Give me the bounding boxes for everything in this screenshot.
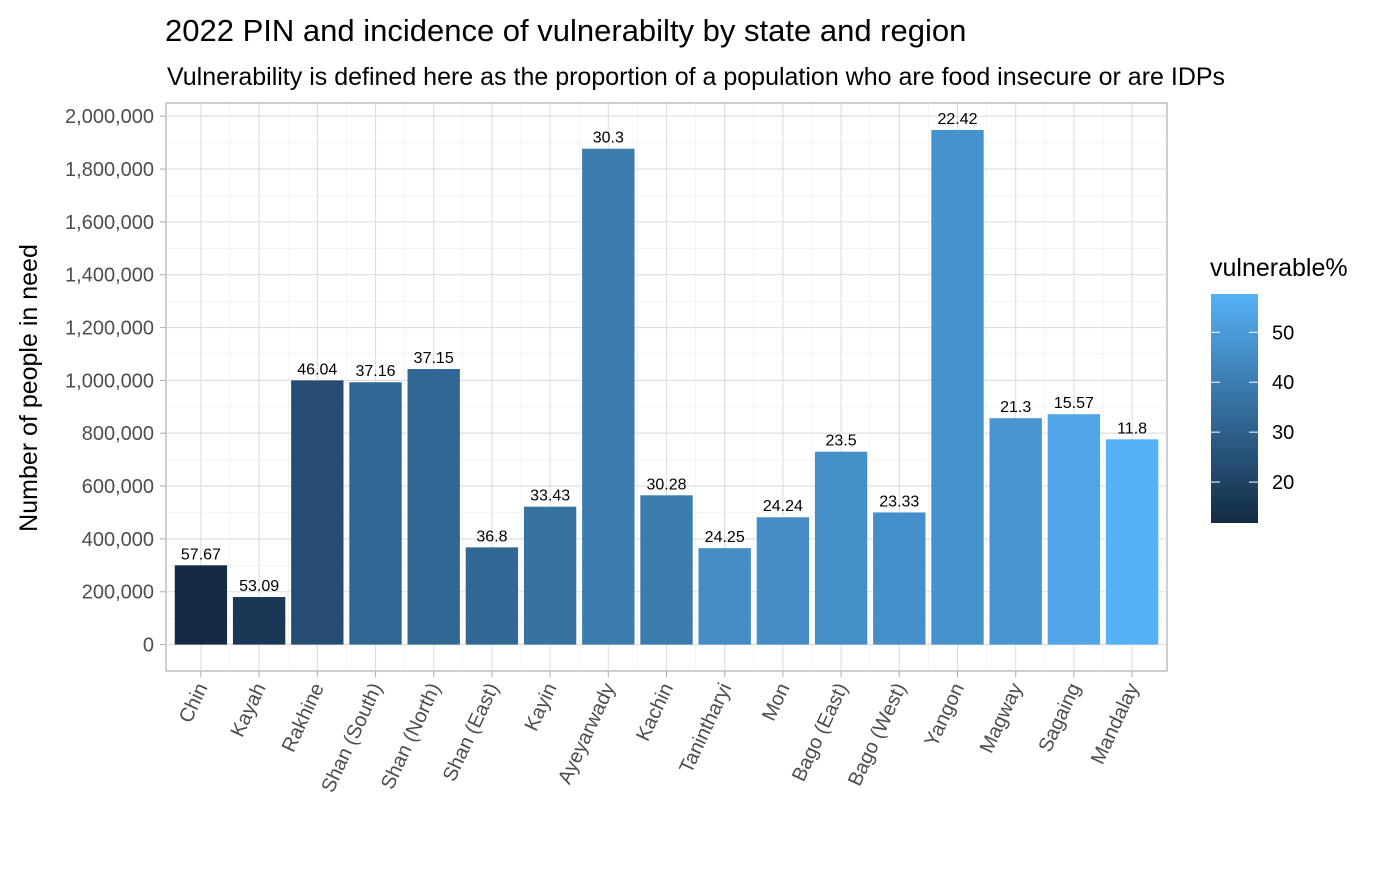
bar-value-label: 30.28 <box>646 476 686 493</box>
x-tick-label: Yangon <box>921 680 969 750</box>
y-tick-label: 1,600,000 <box>65 212 154 234</box>
bar-yangon <box>931 129 984 645</box>
bar-shan-south <box>349 382 402 645</box>
x-tick-label: Mandalay <box>1087 680 1144 768</box>
bar-value-label: 30.3 <box>593 130 624 147</box>
legend-tick-label: 40 <box>1272 372 1294 394</box>
bar-shan-north <box>407 369 460 645</box>
bar-mandalay <box>1105 439 1159 645</box>
bar-mon <box>756 517 810 645</box>
y-axis: 0 200,000 400,000 600,000 800,000 1,000,000 1,… <box>65 106 166 657</box>
bar-ayeyarwady <box>582 148 635 645</box>
bar-value-label: 37.15 <box>414 350 454 367</box>
bar-value-label: 33.43 <box>530 488 570 505</box>
y-tick-label: 200,000 <box>82 582 154 604</box>
x-tick-label: Shan (East) <box>439 680 504 785</box>
bar-value-label: 23.33 <box>879 493 919 510</box>
bar-value-label: 46.04 <box>297 361 337 378</box>
legend-tick-label: 50 <box>1272 322 1294 344</box>
x-tick-label: Bago (East) <box>788 680 853 785</box>
bar-value-label: 53.09 <box>239 578 279 595</box>
chart-subtitle: Vulnerability is defined here as the pro… <box>167 63 1225 91</box>
x-tick-label: Rakhine <box>278 680 329 756</box>
y-tick-label: 0 <box>143 635 154 657</box>
bar-labels-layer: 57.67 53.09 46.04 37.16 37.15 36.8 33.43 30.3 30… <box>181 111 1147 595</box>
x-tick-label: Sagaing <box>1034 680 1085 756</box>
legend-colorbar <box>1211 294 1258 523</box>
x-tick-label: Ayeyarwady <box>554 680 620 788</box>
y-tick-label: 600,000 <box>82 476 154 498</box>
y-tick-label: 400,000 <box>82 529 154 551</box>
y-tick-label: 1,000,000 <box>65 370 154 392</box>
bar-shan-east <box>465 547 519 645</box>
legend-tick-label: 20 <box>1272 472 1294 494</box>
bar-chin <box>174 565 228 645</box>
y-axis-title: Number of people in need <box>15 244 43 532</box>
x-tick-label: Bago (West) <box>844 680 911 790</box>
bar-value-label: 21.3 <box>1000 399 1031 416</box>
bar-tanintharyi <box>698 548 751 645</box>
chart-title: 2022 PIN and incidence of vulnerabilty b… <box>165 13 966 48</box>
x-tick-label: Mon <box>758 680 794 725</box>
y-tick-label: 1,200,000 <box>65 318 154 340</box>
bar-value-label: 23.5 <box>826 433 857 450</box>
y-tick-label: 2,000,000 <box>65 106 154 128</box>
bar-value-label: 37.16 <box>355 363 395 380</box>
y-tick-label: 1,800,000 <box>65 159 154 181</box>
x-tick-label: Shan (North) <box>377 680 445 793</box>
bar-kayin <box>523 506 577 645</box>
bar-sagaing <box>1047 414 1101 645</box>
legend-tick-label: 30 <box>1272 422 1294 444</box>
bar-value-label: 24.24 <box>763 498 803 515</box>
y-tick-label: 800,000 <box>82 423 154 445</box>
bar-kachin <box>640 495 693 645</box>
x-tick-label: Kayin <box>521 680 562 735</box>
bar-value-label: 24.25 <box>705 529 745 546</box>
x-tick-label: Kayah <box>227 680 271 741</box>
bar-rakhine <box>291 380 344 645</box>
legend-ticks: 20 30 40 50 <box>1211 322 1294 494</box>
legend-title: vulnerable% <box>1210 254 1348 282</box>
bar-kayah <box>232 597 286 645</box>
y-tick-label: 1,400,000 <box>65 265 154 287</box>
x-tick-label: Shan (South) <box>317 680 387 796</box>
bars-layer <box>174 129 1159 645</box>
bar-magway <box>989 418 1042 645</box>
x-tick-label: Magway <box>976 680 1027 757</box>
bar-value-label: 15.57 <box>1054 395 1094 412</box>
bar-value-label: 57.67 <box>181 546 221 563</box>
x-tick-label: Kachin <box>632 680 678 745</box>
bar-value-label: 36.8 <box>476 528 507 545</box>
bar-bago-east <box>814 451 868 645</box>
bar-value-label: 11.8 <box>1117 420 1147 437</box>
x-tick-label: Chin <box>175 680 212 727</box>
bar-bago-west <box>873 512 926 645</box>
bar-value-label: 22.42 <box>937 111 977 128</box>
x-tick-label: Tanintharyi <box>675 680 736 777</box>
